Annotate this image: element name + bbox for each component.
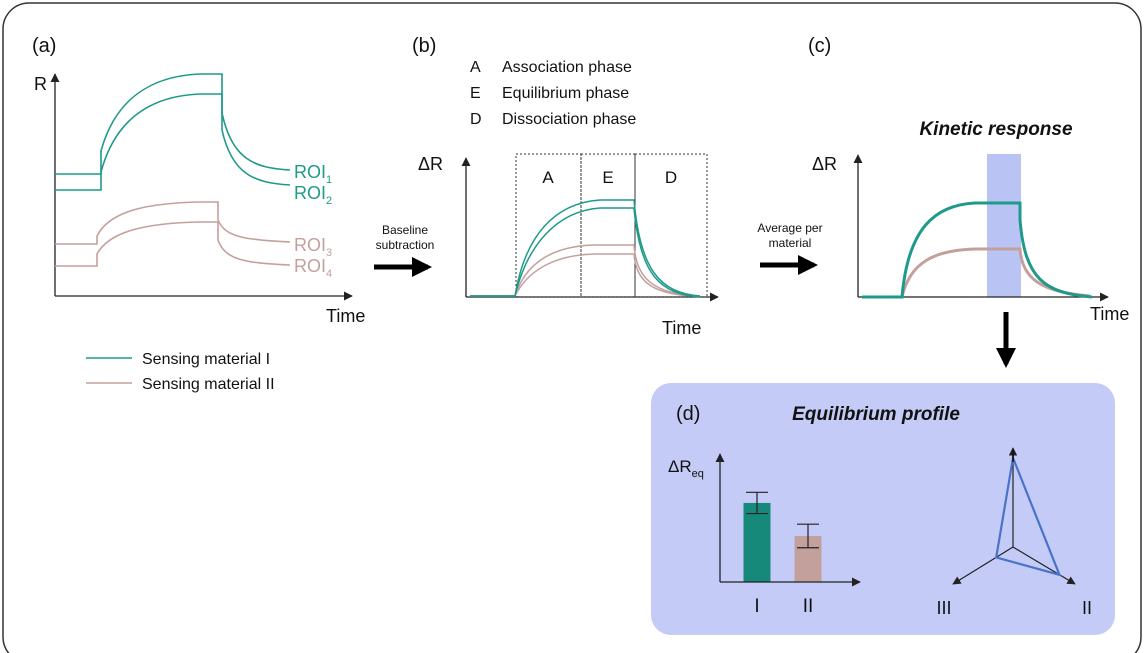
radar-label-2: II bbox=[1082, 598, 1092, 618]
error-bar-2 bbox=[797, 523, 819, 549]
radar-profile bbox=[994, 453, 1062, 577]
radar-label-1: I bbox=[1010, 446, 1015, 466]
radar-label-3: III bbox=[936, 598, 951, 618]
panel-c: (c) Kinetic response ΔR Time bbox=[808, 35, 1129, 324]
phase-e-letter: E bbox=[470, 85, 481, 102]
panel-c-title: Kinetic response bbox=[919, 119, 1073, 140]
b-roi-1-curve bbox=[470, 199, 701, 297]
phase-d-letter: D bbox=[470, 111, 482, 128]
panel-a-x-axis-label: Time bbox=[326, 306, 365, 326]
arrow-2-label-line-1: Average per bbox=[757, 221, 822, 235]
panel-d-title: Equilibrium profile bbox=[792, 404, 960, 425]
arrow-1-label-line-2: subtraction bbox=[376, 238, 435, 252]
panel-a-curves bbox=[55, 73, 291, 267]
roi-1-label: ROI1 bbox=[294, 162, 332, 186]
bar-layer bbox=[743, 491, 822, 582]
panel-b-curves bbox=[470, 199, 701, 298]
bar-chart-y-axis-label: ΔReq bbox=[668, 457, 704, 480]
panel-c-y-axis-label: ΔR bbox=[812, 154, 837, 174]
arrow-2-label-line-2: material bbox=[769, 236, 812, 250]
panel-b: (b) A Association phase E Equilibrium ph… bbox=[412, 35, 719, 338]
radar-axis-2 bbox=[1012, 546, 1076, 585]
panel-b-y-axis-label: ΔR bbox=[418, 154, 443, 174]
average-per-material-step: Average per material bbox=[757, 221, 823, 275]
roi-labels: ROI1 ROI2 ROI3 ROI4 bbox=[294, 162, 332, 280]
phase-a-name: Association phase bbox=[502, 59, 632, 76]
panel-c-curves bbox=[862, 201, 1093, 299]
panel-b-x-axis-label: Time bbox=[662, 318, 701, 338]
equilibrium-radar-chart: I II III bbox=[936, 446, 1092, 618]
c-material-1-curve bbox=[862, 201, 1093, 299]
roi-4-curve bbox=[55, 221, 291, 267]
bar-1 bbox=[743, 502, 771, 582]
legend: Sensing material I Sensing material II bbox=[86, 351, 275, 393]
b-roi-2-curve bbox=[470, 207, 701, 298]
panel-c-label: (c) bbox=[808, 35, 831, 57]
equilibrium-phase-box bbox=[580, 153, 636, 298]
roi-3-label: ROI3 bbox=[294, 235, 332, 259]
phase-boxes bbox=[515, 153, 708, 298]
legend-label-material-2: Sensing material II bbox=[142, 376, 275, 393]
panel-d-label: (d) bbox=[676, 403, 700, 425]
phase-box-label-e: E bbox=[602, 168, 613, 187]
radar-axis-3 bbox=[952, 546, 1014, 585]
panel-b-label: (b) bbox=[412, 35, 436, 57]
b-roi-3-curve bbox=[470, 244, 691, 297]
panel-a-y-axis-label: R bbox=[34, 74, 47, 94]
panel-a-label: (a) bbox=[32, 35, 56, 57]
equilibrium-bar-chart: ΔReq I II bbox=[668, 453, 861, 617]
phase-box-label-a: A bbox=[542, 168, 554, 187]
phase-box-label-d: D bbox=[665, 168, 677, 187]
roi-2-curve bbox=[55, 93, 291, 191]
phase-d-name: Dissociation phase bbox=[502, 111, 636, 128]
error-bar-1 bbox=[746, 491, 768, 515]
legend-label-material-1: Sensing material I bbox=[142, 351, 270, 368]
bar-category-label-2: II bbox=[803, 596, 814, 617]
baseline-subtraction-step: Baseline subtraction bbox=[374, 223, 435, 277]
panel-d: (d) Equilibrium profile ΔReq I II I II I… bbox=[651, 383, 1115, 635]
panel-c-x-axis-label: Time bbox=[1090, 304, 1129, 324]
panel-a: (a) R Time ROI1 ROI2 ROI3 ROI4 bbox=[32, 35, 365, 326]
association-phase-box bbox=[515, 153, 582, 298]
roi-1-curve bbox=[55, 73, 291, 175]
phase-a-letter: A bbox=[470, 59, 481, 76]
b-roi-4-curve bbox=[470, 253, 691, 297]
bar-category-label-1: I bbox=[754, 596, 759, 617]
dissociation-phase-box bbox=[634, 153, 708, 298]
roi-4-label: ROI4 bbox=[294, 256, 332, 280]
arrow-1-label-line-1: Baseline bbox=[382, 223, 428, 237]
phase-list: A Association phase E Equilibrium phase … bbox=[470, 59, 636, 128]
roi-2-label: ROI2 bbox=[294, 183, 332, 207]
roi-3-curve bbox=[55, 201, 291, 245]
phase-e-name: Equilibrium phase bbox=[502, 85, 629, 102]
highlight-band bbox=[987, 154, 1021, 297]
